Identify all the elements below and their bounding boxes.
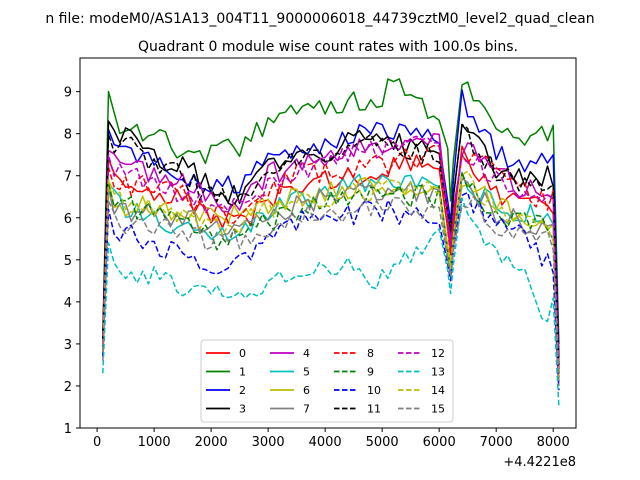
legend-label: 4 <box>303 347 310 360</box>
legend-label: 9 <box>367 366 374 379</box>
legend-label: 12 <box>431 347 445 360</box>
series-line-6 <box>102 177 560 378</box>
y-tick-label: 9 <box>64 86 72 101</box>
series-line-8 <box>102 144 560 374</box>
x-tick-label: 4000 <box>309 435 342 450</box>
legend-box <box>200 339 454 423</box>
legend-label: 6 <box>303 384 310 397</box>
legend-label: 2 <box>239 384 246 397</box>
y-tick-label: 6 <box>64 212 72 227</box>
series-line-10 <box>102 191 560 391</box>
x-tick-label: 0 <box>93 435 101 450</box>
series-line-9 <box>102 171 560 378</box>
series-layer <box>102 78 560 408</box>
x-tick-label: 6000 <box>423 435 456 450</box>
legend-label: 14 <box>431 384 445 397</box>
legend-label: 7 <box>303 403 310 416</box>
series-line-12 <box>102 135 560 370</box>
x-tick-label: 7000 <box>480 435 513 450</box>
y-tick-label: 5 <box>64 254 72 269</box>
series-line-5 <box>102 171 560 378</box>
y-tick-label: 2 <box>64 380 72 395</box>
y-tick-label: 3 <box>64 338 72 353</box>
legend-label: 5 <box>303 366 310 379</box>
x-tick-label: 5000 <box>366 435 399 450</box>
chart-title: Quadrant 0 module wise count rates with … <box>138 39 518 55</box>
legend-label: 0 <box>239 347 246 360</box>
series-line-4 <box>102 132 560 370</box>
x-axis: 0 1000 2000 3000 4000 5000 6000 7000 8000 <box>93 428 570 450</box>
plot-frame <box>79 57 577 429</box>
series-line-11 <box>102 123 560 365</box>
legend-label: 13 <box>431 366 445 379</box>
series-line-14 <box>102 170 560 382</box>
series-line-2 <box>102 89 560 357</box>
legend-label: 3 <box>239 403 246 416</box>
x-offset-label: +4.4221e8 <box>503 455 576 470</box>
y-tick-label: 4 <box>64 296 72 311</box>
series-line-0 <box>102 145 560 374</box>
series-line-1 <box>102 78 560 344</box>
y-tick-label: 1 <box>64 422 72 437</box>
legend-label: 8 <box>367 347 374 360</box>
x-tick-label: 3000 <box>252 435 285 450</box>
legend-label: 15 <box>431 403 445 416</box>
y-axis: 1 2 3 4 5 6 7 8 9 <box>64 86 80 437</box>
series-line-13 <box>102 197 560 408</box>
y-tick-label: 7 <box>64 170 72 185</box>
x-tick-label: 1000 <box>138 435 171 450</box>
series-line-15 <box>102 195 560 387</box>
x-tick-label: 8000 <box>537 435 570 450</box>
figure-suptitle: n file: modeM0/AS1A13_004T11_9000006018_… <box>45 11 594 27</box>
legend-label: 11 <box>367 403 381 416</box>
y-tick-label: 8 <box>64 128 72 143</box>
legend-label: 10 <box>367 384 381 397</box>
x-tick-label: 2000 <box>195 435 228 450</box>
legend-label: 1 <box>239 366 246 379</box>
series-line-7 <box>102 177 560 382</box>
